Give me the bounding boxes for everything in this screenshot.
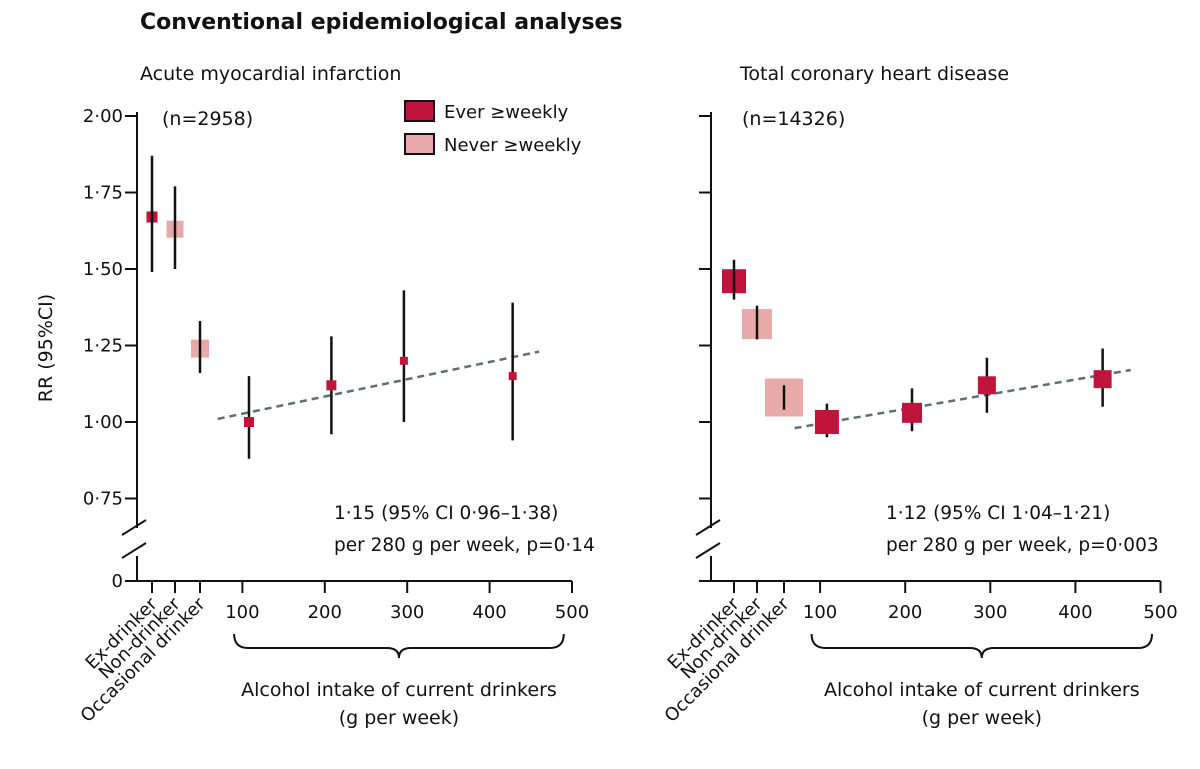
intake-marker bbox=[1093, 370, 1112, 389]
n-label: (n=14326) bbox=[742, 108, 845, 130]
axis-break-mark bbox=[121, 519, 147, 536]
y-tick-label: 1·75 bbox=[83, 183, 123, 204]
x-tick-label: 500 bbox=[1143, 602, 1177, 623]
panel-title: Total coronary heart disease bbox=[739, 63, 1009, 85]
intake-marker bbox=[326, 380, 337, 391]
panel-title: Acute myocardial infarction bbox=[140, 63, 401, 85]
intake-marker bbox=[814, 410, 839, 434]
y-tick-label: 2·00 bbox=[83, 106, 123, 127]
x-tick-label: 400 bbox=[472, 602, 506, 623]
brace bbox=[233, 633, 565, 659]
brace bbox=[810, 633, 1153, 659]
axis-break-mark bbox=[695, 542, 721, 559]
trend-line bbox=[217, 350, 540, 421]
x-tick-label: 200 bbox=[888, 602, 922, 623]
panel-total-chd: Total coronary heart disease(n=14326)Ex-… bbox=[661, 63, 1178, 729]
x-tick-label: 500 bbox=[555, 602, 589, 623]
y-tick-label: 1·25 bbox=[83, 336, 123, 357]
estimate-annotation-detail: per 280 g per week, p=0·14 bbox=[334, 535, 595, 556]
legend-label-never: Never ≥weekly bbox=[444, 135, 582, 156]
estimate-annotation: 1·12 (95% CI 1·04–1·21) bbox=[886, 503, 1110, 524]
y-tick-label: 1·50 bbox=[83, 259, 123, 280]
y-zero-label: 0 bbox=[112, 571, 123, 592]
x-tick-label: 400 bbox=[1058, 602, 1092, 623]
trend-line bbox=[794, 368, 1131, 430]
y-tick-label: 1·00 bbox=[83, 412, 123, 433]
legend-swatch-ever bbox=[404, 100, 435, 122]
panel-acute-mi: Acute myocardial infarction (n=2958) 2·00 1… bbox=[35, 63, 595, 729]
x-tick-label: 100 bbox=[225, 602, 259, 623]
intake-marker bbox=[508, 372, 517, 381]
y-tick-label: 0·75 bbox=[83, 489, 123, 510]
legend-label-ever: Ever ≥weekly bbox=[444, 102, 569, 123]
intake-marker bbox=[399, 356, 408, 365]
y-axis-label: RR (95%CI) bbox=[35, 294, 57, 402]
x-tick-label: 200 bbox=[308, 602, 342, 623]
brace-label: Alcohol intake of current drinkers bbox=[241, 679, 557, 701]
intake-marker bbox=[902, 402, 923, 423]
brace-label-units: (g per week) bbox=[922, 707, 1042, 729]
estimate-annotation: 1·15 (95% CI 0·96–1·38) bbox=[334, 503, 558, 524]
brace-label-units: (g per week) bbox=[339, 707, 459, 729]
axis-break-mark bbox=[121, 542, 147, 559]
x-tick-label: 300 bbox=[973, 602, 1007, 623]
x-tick-label: 300 bbox=[390, 602, 424, 623]
intake-marker bbox=[977, 376, 996, 395]
figure-title: Conventional epidemiological analyses bbox=[140, 10, 623, 35]
axis-break-mark bbox=[695, 519, 721, 536]
brace-label: Alcohol intake of current drinkers bbox=[824, 679, 1140, 701]
x-tick-label: 100 bbox=[803, 602, 837, 623]
n-label: (n=2958) bbox=[162, 108, 253, 130]
intake-marker bbox=[243, 417, 254, 427]
estimate-annotation-detail: per 280 g per week, p=0·003 bbox=[886, 535, 1159, 556]
legend-swatch-never bbox=[404, 133, 435, 155]
